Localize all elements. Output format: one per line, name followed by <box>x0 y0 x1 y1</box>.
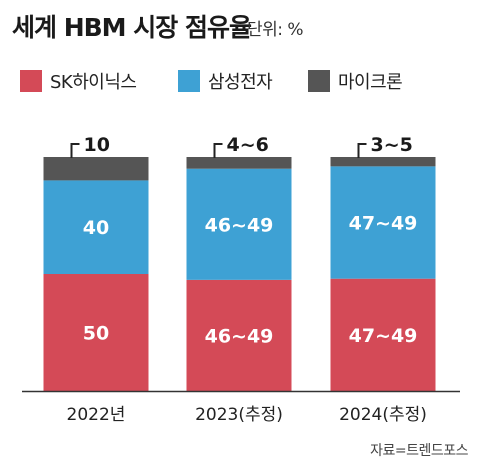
data-label-micron-2: 4~6 <box>227 134 269 156</box>
x-tick-label-1: 2022년 <box>67 405 126 425</box>
legend-swatch-micron <box>308 70 330 92</box>
legend-label-samsung: 삼성전자 <box>208 72 273 93</box>
bar-sk-hynix-2 <box>186 279 292 391</box>
bar-samsung-1 <box>43 180 149 274</box>
data-label-samsung-2: 46~49 <box>205 214 274 236</box>
bar-sk-hynix-1 <box>43 274 149 391</box>
callout-leader-1 <box>70 143 80 158</box>
bar-micron-3 <box>330 157 436 167</box>
data-label-sk-hynix-2: 46~49 <box>205 325 274 347</box>
chart-title: 세계 HBM 시장 점유율 <box>12 13 252 42</box>
bar-samsung-2 <box>186 168 292 280</box>
legend-swatch-sk-hynix <box>20 70 42 92</box>
data-label-micron-1: 10 <box>84 134 110 156</box>
legend-swatch-samsung <box>178 70 200 92</box>
legend-label-micron: 마이크론 <box>338 72 403 93</box>
x-tick-label-3: 2024(추정) <box>339 405 427 425</box>
callout-leader-3 <box>357 143 367 158</box>
callout-leader-2 <box>213 143 223 158</box>
legend-label-sk-hynix: SK하이닉스 <box>50 72 137 93</box>
bar-micron-1 <box>43 157 149 181</box>
data-label-sk-hynix-1: 50 <box>83 323 109 345</box>
bar-sk-hynix-3 <box>330 278 436 391</box>
bar-micron-2 <box>186 157 292 169</box>
data-label-samsung-1: 40 <box>83 217 109 239</box>
legend-item-micron: 마이크론 <box>308 68 403 94</box>
data-label-sk-hynix-3: 47~49 <box>349 325 418 347</box>
data-label-samsung-3: 47~49 <box>349 213 418 235</box>
legend-item-sk-hynix: SK하이닉스 <box>20 68 137 94</box>
data-label-micron-3: 3~5 <box>371 134 413 156</box>
unit-label: 단위: % <box>247 20 304 40</box>
source-note: 자료=트렌드포스 <box>370 443 468 459</box>
bar-samsung-3 <box>330 166 436 279</box>
x-tick-label-2: 2023(추정) <box>195 405 283 425</box>
legend-item-samsung: 삼성전자 <box>178 68 273 94</box>
